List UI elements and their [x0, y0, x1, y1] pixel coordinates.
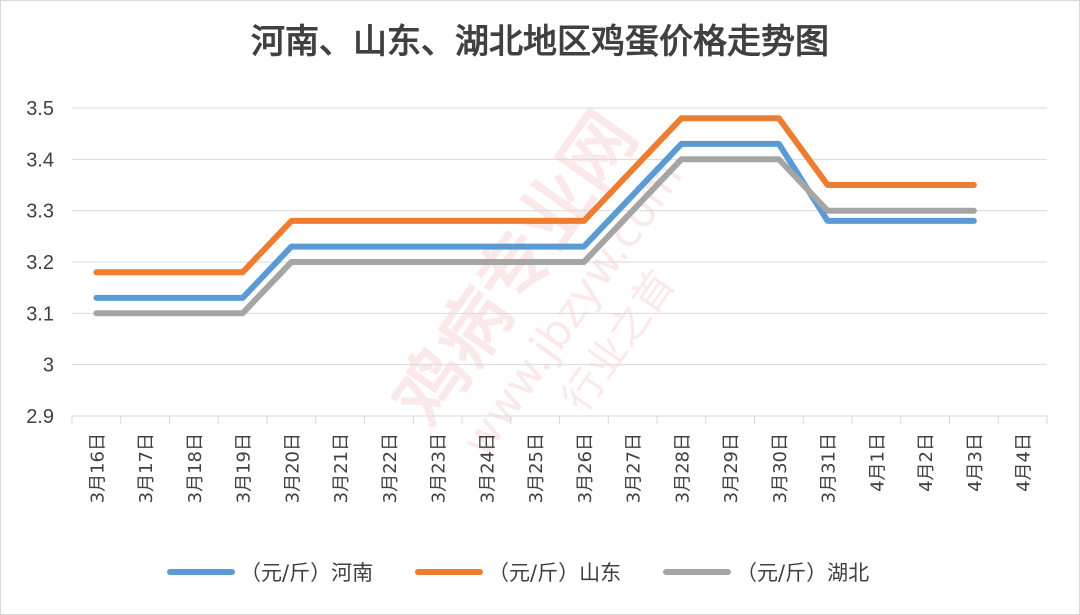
x-tick-label: 4月2日 — [916, 433, 937, 492]
x-tick-label: 4月4日 — [1014, 433, 1035, 492]
x-tick-label: 3月29日 — [721, 433, 742, 503]
x-tick-label: 3月17日 — [136, 433, 157, 503]
x-tick-label: 3月23日 — [429, 433, 450, 503]
x-tick-label: 3月19日 — [234, 433, 255, 503]
x-tick-label: 3月28日 — [672, 433, 693, 503]
x-tick-label: 3月27日 — [624, 433, 645, 503]
y-tick-label: 3.1 — [26, 303, 54, 325]
chart-title: 河南、山东、湖北地区鸡蛋价格走势图 — [251, 22, 829, 62]
x-tick-label: 3月25日 — [526, 433, 547, 503]
x-tick-label: 3月18日 — [185, 433, 206, 503]
y-tick-label: 3.2 — [26, 252, 54, 274]
x-tick-label: 4月1日 — [867, 433, 888, 492]
y-tick-label: 3 — [43, 355, 54, 377]
legend-label-2: （元/斤）湖北 — [736, 561, 869, 585]
x-tick-label: 3月30日 — [770, 433, 791, 503]
series-line-0 — [93, 140, 977, 301]
x-tick-label: 3月24日 — [477, 433, 498, 503]
legend-label-0: （元/斤）河南 — [240, 561, 373, 585]
x-tick-label: 3月21日 — [331, 433, 352, 503]
x-tick-label: 4月3日 — [965, 433, 986, 492]
y-tick-label: 3.4 — [26, 149, 54, 171]
series-line-2 — [93, 156, 977, 317]
x-tick-label: 3月22日 — [380, 433, 401, 503]
legend-label-1: （元/斤）山东 — [488, 561, 621, 585]
x-tick-label: 3月26日 — [575, 433, 596, 503]
x-tick-label: 3月31日 — [819, 433, 840, 503]
series-line-1 — [93, 115, 977, 276]
x-tick-label: 3月20日 — [282, 433, 303, 503]
y-tick-label: 3.3 — [26, 201, 54, 223]
x-tick-label: 3月16日 — [87, 433, 108, 503]
y-tick-label: 2.9 — [26, 406, 54, 428]
y-tick-label: 3.5 — [26, 98, 54, 120]
